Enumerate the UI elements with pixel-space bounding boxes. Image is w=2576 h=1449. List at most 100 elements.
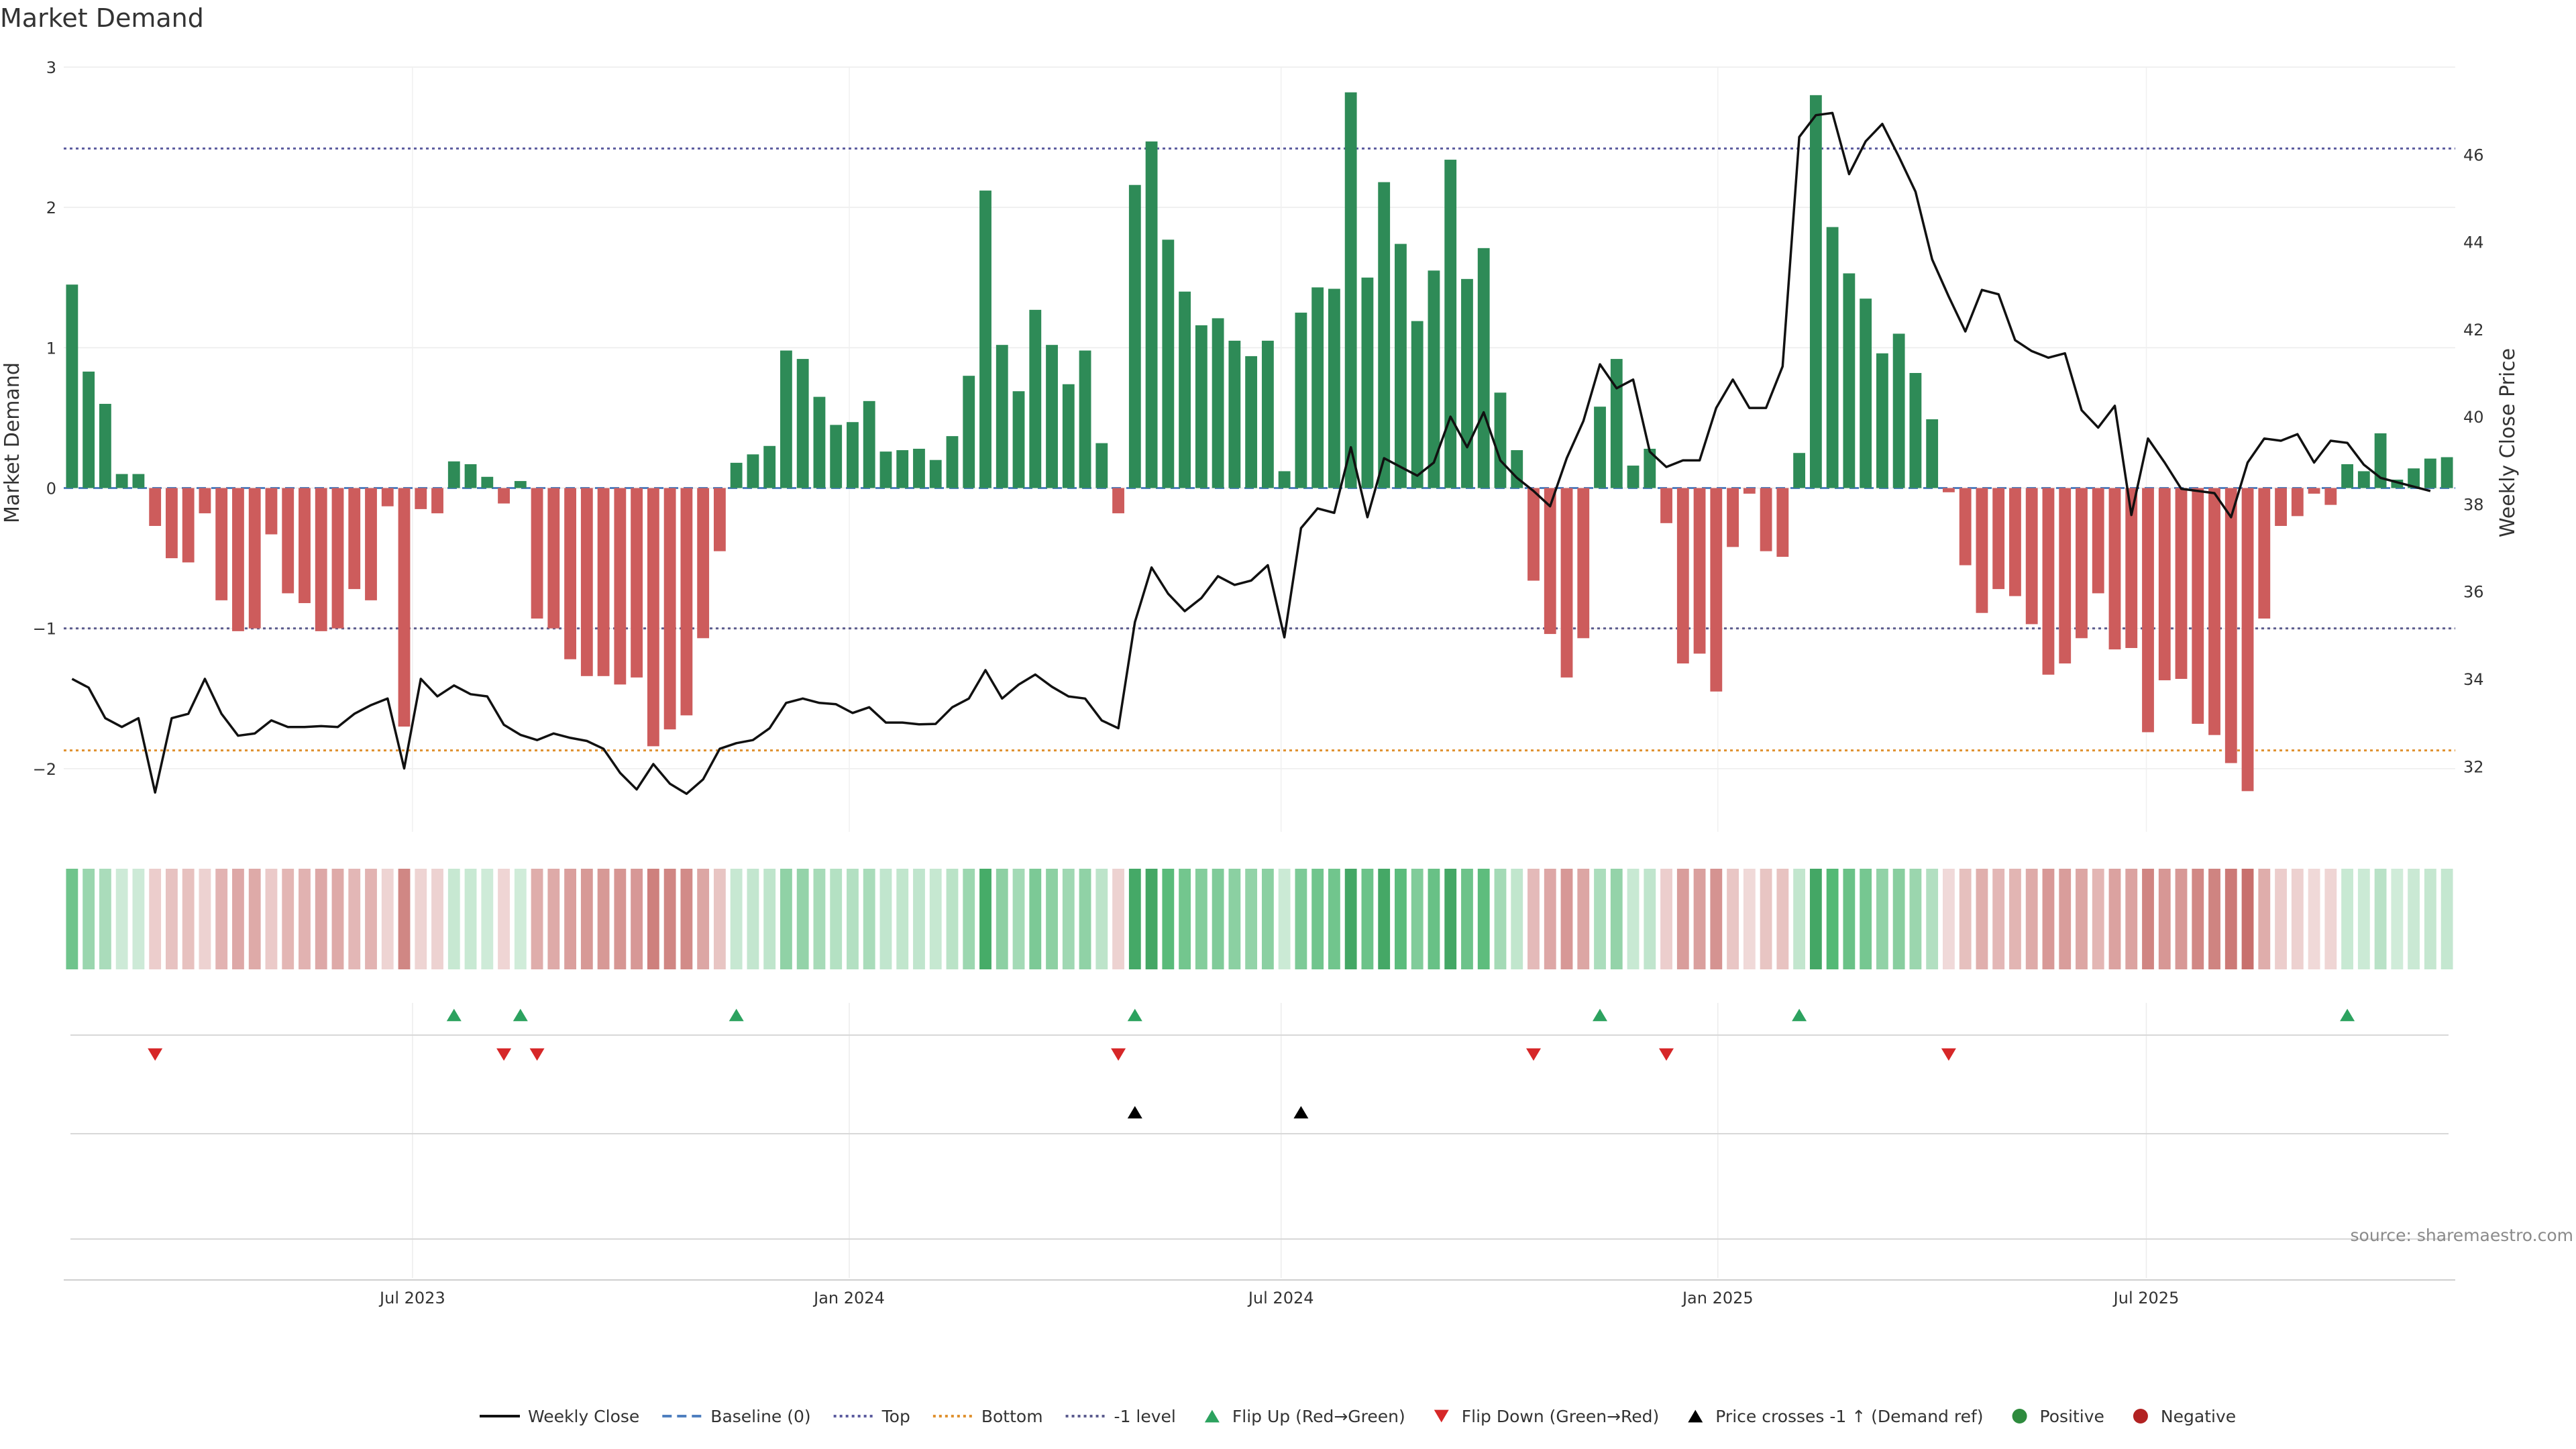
demand-bar [2025, 488, 2038, 625]
demand-bar [2009, 488, 2021, 596]
heat-cell [1245, 869, 1258, 969]
heat-cell [680, 869, 693, 969]
heat-cell [2009, 869, 2021, 969]
demand-bar [1328, 288, 1340, 488]
heat-cell [166, 869, 178, 969]
heat-cell [2391, 869, 2404, 969]
demand-bar [1627, 466, 1640, 488]
heat-cell [2275, 869, 2287, 969]
flip-down-marker [1526, 1048, 1541, 1061]
heat-cell [2042, 869, 2055, 969]
heat-cell [1926, 869, 1939, 969]
demand-bar [66, 284, 78, 488]
heat-cell [1909, 869, 1922, 969]
demand-bar [2440, 457, 2453, 488]
heat-cell [830, 869, 843, 969]
heat-cell [1328, 869, 1340, 969]
heat-cell [2158, 869, 2171, 969]
y2-tick-label: 38 [2463, 495, 2484, 514]
demand-bar [1295, 313, 1307, 488]
demand-bar [2192, 488, 2204, 724]
heat-cell [1428, 869, 1440, 969]
demand-bar [1494, 392, 1507, 488]
heat-cell [1311, 869, 1324, 969]
demand-bar [1693, 488, 1706, 654]
flip-down-marker [496, 1048, 512, 1061]
heat-cell [1494, 869, 1507, 969]
heat-cell [2424, 869, 2436, 969]
demand-bar [1992, 488, 2005, 590]
heat-cell [813, 869, 826, 969]
heat-cell [747, 869, 759, 969]
demand-bar [315, 488, 327, 631]
demand-bar [1395, 244, 1407, 488]
heat-cell [2224, 869, 2237, 969]
demand-bar [1278, 471, 1291, 488]
flip-up-marker [513, 1008, 528, 1022]
demand-bar [1544, 488, 1556, 635]
heat-cell [1212, 869, 1224, 969]
heat-cell [215, 869, 228, 969]
demand-bar [2208, 488, 2220, 735]
heat-cell [381, 869, 394, 969]
x-tick-label: Jul 2023 [378, 1289, 445, 1307]
heat-cell [1660, 869, 1672, 969]
legend-label: Flip Down (Green→Red) [1462, 1407, 1660, 1426]
y-tick-label: −2 [33, 760, 56, 779]
heat-cell [1128, 869, 1141, 969]
heat-cell [1676, 869, 1689, 969]
y2-tick-label: 44 [2463, 233, 2484, 252]
demand-bar [365, 488, 377, 600]
demand-bar [1212, 318, 1224, 488]
heat-cell [66, 869, 78, 969]
demand-bar [1976, 488, 1988, 613]
demand-bar [796, 359, 809, 488]
heat-cell [83, 869, 95, 969]
demand-bar [863, 400, 875, 488]
heat-cell [1444, 869, 1457, 969]
heat-cell [1644, 869, 1656, 969]
heat-cell [2308, 869, 2320, 969]
heat-cell [1693, 869, 1706, 969]
demand-bar [1162, 239, 1175, 488]
flip-up-marker [2340, 1008, 2355, 1022]
heat-cell [2374, 869, 2387, 969]
heat-cell [1976, 869, 1988, 969]
heat-cell [232, 869, 244, 969]
demand-bar [1610, 359, 1623, 488]
demand-bar [2125, 488, 2138, 648]
heat-cell [1943, 869, 1955, 969]
heat-cell [415, 869, 427, 969]
y2-tick-label: 42 [2463, 321, 2484, 339]
heat-cell [1278, 869, 1291, 969]
heat-cell [1062, 869, 1075, 969]
heat-cell [498, 869, 510, 969]
demand-bar [2408, 468, 2420, 488]
heat-cell [863, 869, 875, 969]
heat-cell [2092, 869, 2104, 969]
chart-title: Market Demand [0, 3, 204, 33]
heat-cell [1544, 869, 1556, 969]
heat-cell [1710, 869, 1723, 969]
heat-cell [614, 869, 627, 969]
demand-bar [282, 488, 294, 594]
demand-bar [1843, 273, 1856, 488]
demand-bar [531, 488, 543, 619]
demand-bar [564, 488, 576, 659]
y2-tick-label: 32 [2463, 757, 2484, 776]
heat-cell [132, 869, 145, 969]
heat-cell [1776, 869, 1789, 969]
demand-bar [431, 488, 443, 514]
demand-bar [1344, 92, 1357, 488]
demand-bar [1112, 488, 1124, 514]
demand-bar [1776, 488, 1789, 557]
heat-cell [913, 869, 925, 969]
demand-bar [481, 476, 494, 488]
demand-bar [1909, 373, 1922, 488]
demand-bar [182, 488, 195, 563]
heat-cell [1527, 869, 1540, 969]
heat-cell [1793, 869, 1806, 969]
flip-down-marker [148, 1048, 163, 1061]
heat-cell [2341, 869, 2353, 969]
